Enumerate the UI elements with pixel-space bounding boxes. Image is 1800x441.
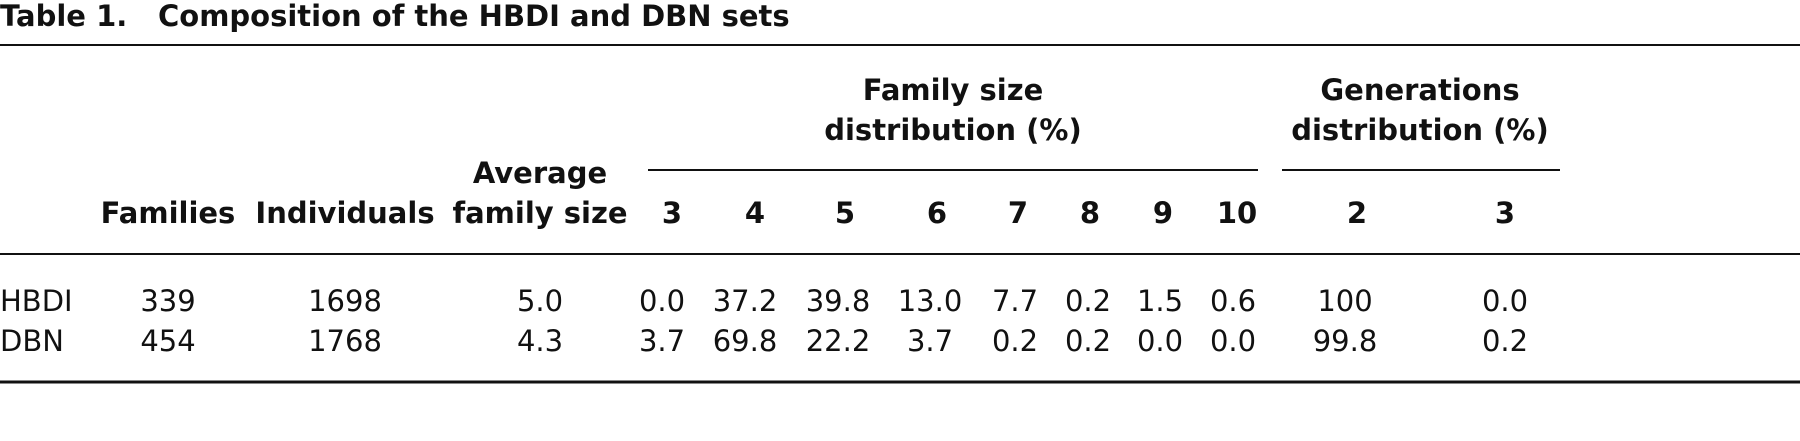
cell: 0.0 — [1482, 284, 1528, 318]
row-label: HBDI — [0, 284, 73, 318]
cell: 39.8 — [806, 284, 871, 318]
column-header: 4 — [745, 196, 765, 230]
column-header: 8 — [1080, 196, 1100, 230]
cell: 0.2 — [1065, 324, 1111, 358]
table-title: Composition of the HBDI and DBN sets — [158, 0, 790, 33]
column-header: Families — [101, 196, 236, 230]
cell: 0.0 — [1137, 324, 1183, 358]
cell: 5.0 — [517, 284, 563, 318]
cell: 0.6 — [1210, 284, 1256, 318]
cell: 22.2 — [806, 324, 871, 358]
cell: 4.3 — [517, 324, 563, 358]
cell: 0.2 — [1482, 324, 1528, 358]
cell: 13.0 — [898, 284, 963, 318]
cell: 7.7 — [992, 284, 1038, 318]
cell: 339 — [140, 284, 195, 318]
column-header: 7 — [1008, 196, 1028, 230]
cell: 3.7 — [907, 324, 953, 358]
group-header: Generations — [1320, 73, 1519, 107]
column-header: 3 — [662, 196, 682, 230]
column-header: 3 — [1495, 196, 1515, 230]
cell: 0.2 — [992, 324, 1038, 358]
cell: 3.7 — [639, 324, 685, 358]
column-header: 6 — [927, 196, 947, 230]
column-header: Average — [473, 156, 607, 190]
column-header: family size — [452, 196, 627, 230]
cell: 69.8 — [713, 324, 778, 358]
group-header: distribution (%) — [824, 113, 1082, 147]
cell: 0.0 — [639, 284, 685, 318]
cell: 100 — [1317, 284, 1372, 318]
row-label: DBN — [0, 324, 64, 358]
cell: 37.2 — [713, 284, 778, 318]
column-header: 5 — [835, 196, 855, 230]
cell: 1.5 — [1137, 284, 1183, 318]
column-header: 2 — [1347, 196, 1367, 230]
cell: 99.8 — [1313, 324, 1378, 358]
cell: 0.0 — [1210, 324, 1256, 358]
table-label: Table 1. — [0, 0, 127, 33]
cell: 1768 — [308, 324, 382, 358]
group-header: distribution (%) — [1291, 113, 1549, 147]
column-header: 9 — [1153, 196, 1173, 230]
cell: 0.2 — [1065, 284, 1111, 318]
group-header: Family size — [863, 73, 1044, 107]
column-header: 10 — [1217, 196, 1257, 230]
cell: 1698 — [308, 284, 382, 318]
cell: 454 — [140, 324, 195, 358]
column-header: Individuals — [255, 196, 434, 230]
